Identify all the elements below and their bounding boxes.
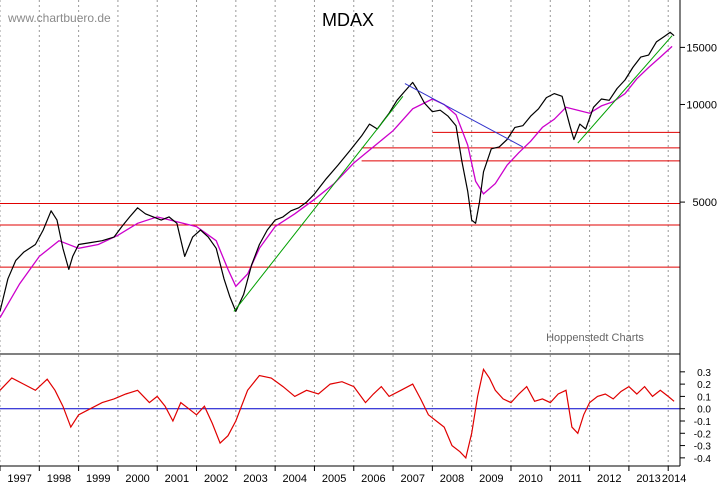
osc-y-tick-label--0.4: -0.4 [694,454,712,465]
oscillator-line [0,367,675,460]
price-y-axis: 5000 10000 15000 [680,42,717,209]
credit-label: Hoppenstedt Charts [546,332,644,344]
x-tick-label-2000: 2000 [125,473,149,485]
downtrend-line-2007 [404,83,524,148]
x-tick-label-2003: 2003 [243,473,267,485]
y-tick-label-5000: 5000 [693,197,717,209]
trend-lines [233,35,673,312]
osc-y-tick-label--0.1: -0.1 [694,417,712,428]
x-tick-label-2012: 2012 [597,473,621,485]
osc-y-tick-label--0.2: -0.2 [694,429,712,440]
x-tick-label-2008: 2008 [440,473,464,485]
uptrend-line-2003 [233,95,404,312]
moving-average-series [0,45,673,319]
x-tick-label-2011: 2011 [558,473,582,485]
vertical-grid [0,0,669,466]
oscillator-y-axis: 0.30.20.1 0.0-0.1-0.2 -0.3-0.4 [680,368,711,465]
moving-average-line [0,45,673,319]
x-tick-label-2013: 2013 [636,473,660,485]
x-tick-label-2006: 2006 [361,473,385,485]
oscillator-series [0,367,680,460]
x-tick-label-1997: 1997 [7,473,31,485]
x-tick-label-2001: 2001 [165,473,189,485]
osc-y-tick-label-0.1: 0.1 [697,392,711,403]
x-tick-label-1998: 1998 [47,473,71,485]
x-tick-label-1999: 1999 [86,473,110,485]
price-line [0,31,675,312]
chart-title: MDAX [322,10,374,30]
x-tick-label-2009: 2009 [479,473,503,485]
horizontal-support-lines [0,131,680,268]
x-tick-label-2002: 2002 [204,473,228,485]
x-tick-label-2005: 2005 [322,473,346,485]
x-tick-label-2007: 2007 [400,473,424,485]
price-series [0,31,675,312]
x-tick-label-2004: 2004 [283,473,307,485]
y-tick-label-10000: 10000 [686,99,717,111]
x-tick-label-2014: 2014 [662,473,686,485]
year-x-axis: 1997 1998 1999 2000 2001 2002 2003 2004 2005 2006… [0,466,686,485]
y-tick-label-15000: 15000 [686,42,717,54]
uptrend-line-2011 [577,35,673,144]
x-tick-label-2010: 2010 [518,473,542,485]
osc-y-tick-label--0.3: -0.3 [694,442,712,453]
osc-y-tick-label-0.0: 0.0 [697,405,711,416]
watermark: www.chartbuero.de [7,11,111,25]
osc-y-tick-label-0.2: 0.2 [697,380,711,391]
osc-y-tick-label-0.3: 0.3 [697,368,711,379]
